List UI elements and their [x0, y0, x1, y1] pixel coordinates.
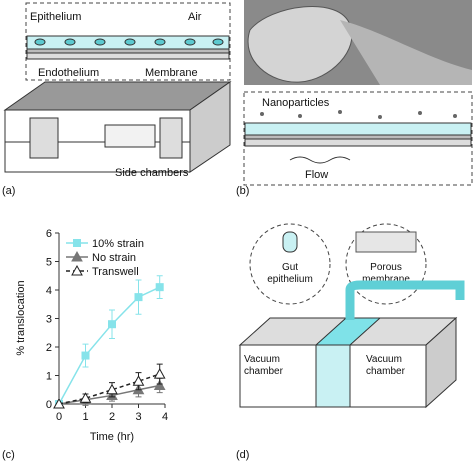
legend-label: Transwell: [92, 266, 139, 278]
legend-marker: [71, 250, 83, 262]
membrane: [244, 134, 472, 140]
label-line: chamber: [244, 366, 284, 377]
endothelium-layer: [244, 138, 472, 147]
y-tick-label: 1: [46, 371, 52, 383]
nanoparticles: [260, 110, 457, 119]
label-line: Vacuum: [366, 354, 402, 365]
data-point: [79, 392, 92, 403]
data-point: [81, 351, 90, 360]
data-point: [153, 379, 166, 390]
series-line: [58, 286, 161, 405]
data-point: [153, 368, 166, 379]
label: Epithelium: [30, 11, 81, 23]
data-point: [155, 283, 164, 292]
x-tick-label: 1: [82, 411, 88, 423]
label: Flow: [305, 169, 328, 181]
zoom-circle: [249, 223, 331, 305]
panel-label: (a): [2, 185, 15, 197]
y-tick-label: 4: [46, 285, 52, 297]
y-tick-label: 0: [46, 399, 52, 411]
data-point: [108, 320, 116, 329]
pores: [355, 231, 417, 253]
panel-d: Gut epithelium Porous membrane Vacuum chamb…: [236, 223, 465, 461]
y-axis-label: % translocation: [15, 280, 27, 355]
panel-label: (c): [2, 449, 15, 461]
label: Endothelium: [38, 67, 99, 79]
label-line: membrane: [362, 274, 410, 285]
panel-b: Nanoparticles Flow (b): [236, 0, 473, 197]
cell: [282, 231, 298, 253]
channel: [104, 124, 156, 148]
membrane: [26, 48, 230, 54]
zoom-box: [243, 91, 473, 186]
panel-a: Epithelium Air Endothelium Membrane Side…: [2, 2, 232, 197]
data-point: [106, 383, 118, 395]
nuclei: [34, 38, 224, 46]
alveolus: [247, 6, 353, 83]
panel-label: (b): [236, 185, 249, 197]
legend-label: No strain: [92, 252, 136, 264]
label-line: Porous: [370, 262, 402, 273]
chip-side: [189, 81, 231, 173]
y-tick-label: 2: [46, 342, 52, 354]
data-point: [53, 397, 65, 409]
x-tick-label: 2: [109, 411, 115, 423]
x-tick-label: 4: [162, 411, 168, 423]
label-line: Gut: [282, 262, 298, 273]
alveolus: [340, 20, 472, 85]
label: Porous membrane: [362, 262, 410, 285]
flow-arrow: [289, 156, 351, 164]
label-line: Vacuum: [244, 354, 280, 365]
x-tick-label: 3: [135, 411, 141, 423]
chip-side: [425, 316, 457, 409]
side-chamber: [159, 117, 183, 159]
label: Air: [188, 11, 202, 23]
panel-c: Time (hr) % translocation (c) 0 1 2 3 4 5 6 0 1 2…: [2, 228, 168, 461]
panel-label: (d): [236, 449, 249, 461]
endothelium-layer: [26, 52, 230, 60]
label: Side chambers: [115, 167, 189, 179]
x-axis-label: Time (hr): [90, 431, 134, 443]
side-chamber: [29, 117, 59, 159]
x-tick-label: 0: [56, 411, 62, 423]
data-point: [134, 293, 143, 302]
label-line: chamber: [366, 366, 406, 377]
zoom-box: [25, 2, 231, 81]
label: Nanoparticles: [262, 97, 330, 109]
y-tick-label: 3: [46, 314, 52, 326]
label: Vacuum chamber: [244, 354, 284, 377]
tube: [345, 280, 465, 320]
label: Gut epithelium: [267, 262, 313, 285]
legend-label: 10% strain: [92, 238, 144, 250]
data-point: [132, 375, 145, 386]
legend-marker: [71, 264, 83, 276]
label-line: epithelium: [267, 274, 313, 285]
label: Vacuum chamber: [366, 354, 406, 377]
legend-marker: [73, 239, 81, 247]
y-tick-label: 6: [46, 228, 52, 240]
label: Membrane: [145, 67, 198, 79]
y-tick-label: 5: [46, 257, 52, 269]
epithelium-layer: [244, 122, 472, 136]
channel: [315, 344, 351, 408]
